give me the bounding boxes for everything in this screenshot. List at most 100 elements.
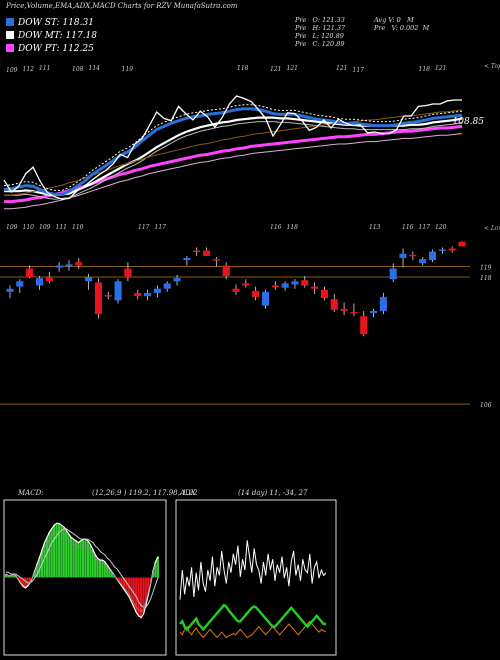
- bottom-tick-label: 117: [155, 224, 167, 231]
- top-tick-label: 117: [353, 67, 365, 74]
- macd-histogram-bar: [118, 577, 121, 583]
- macd-histogram-bar: [21, 577, 24, 587]
- macd-histogram-bar: [137, 577, 140, 616]
- macd-histogram-bar: [96, 558, 99, 578]
- bottom-tick-label: 118: [287, 224, 299, 231]
- macd-histogram-bar: [103, 561, 106, 578]
- macd-histogram-bar: [101, 560, 104, 578]
- candle-body: [202, 250, 211, 256]
- top-tick-label: 121: [435, 65, 446, 72]
- candle-body: [104, 295, 112, 297]
- macd-histogram-bar: [106, 565, 109, 578]
- ohlc-low: Pre L: 120.89: [295, 32, 344, 40]
- candle-body: [340, 308, 348, 311]
- macd-histogram-bar: [94, 554, 97, 578]
- candle-body: [85, 277, 93, 282]
- top-tick-label: 119: [122, 66, 134, 73]
- macd-histogram-bar: [38, 556, 41, 578]
- bottom-tick-label: 111: [56, 224, 67, 231]
- last-price-label: 108.85: [453, 117, 485, 127]
- macd-histogram-bar: [62, 526, 65, 578]
- adx-values: (14 day) 11, -34, 27: [238, 489, 308, 497]
- macd-histogram-bar: [28, 577, 32, 583]
- macd-histogram-bar: [147, 577, 150, 595]
- macd-histogram-bar: [45, 537, 48, 578]
- legend-label-st: DOW ST: 118.31: [18, 18, 94, 28]
- candle-body: [183, 258, 191, 261]
- adx-panel: ADX (14 day) 11, -34, 27: [175, 489, 337, 656]
- chart-header-title: Price,Volume,EMA,ADX,MACD Charts for RZV…: [6, 2, 238, 10]
- candle-body: [26, 268, 34, 278]
- macd-histogram-bar: [127, 577, 131, 597]
- macd-histogram-bar: [12, 574, 15, 578]
- candle-body: [379, 297, 387, 311]
- macd-histogram-bar: [65, 530, 68, 578]
- candle-body: [320, 289, 328, 299]
- candle-body: [134, 292, 142, 297]
- level-label: 106: [480, 402, 492, 409]
- macd-histogram-bar: [4, 574, 7, 578]
- candle-body: [212, 259, 220, 261]
- top-tick-label: 114: [89, 65, 101, 72]
- candle-body: [291, 281, 299, 285]
- macd-histogram-bar: [86, 540, 89, 578]
- macd-histogram-bar: [123, 577, 126, 590]
- candle-body: [144, 292, 152, 297]
- candle-body: [311, 286, 319, 289]
- candle-body: [370, 310, 378, 314]
- macd-histogram-bar: [57, 523, 61, 578]
- candle-body: [173, 278, 181, 282]
- candle-body: [281, 283, 289, 288]
- ema-dotted-line: [3, 104, 463, 191]
- macd-histogram-bar: [9, 575, 12, 578]
- candle-body: [419, 259, 427, 264]
- top-tick-label: 109: [6, 67, 18, 74]
- top-tick-label: 121: [287, 65, 298, 72]
- top-tick-label: 121: [336, 65, 347, 72]
- adx-line: [179, 603, 326, 632]
- candle-body: [75, 262, 83, 266]
- candle-body: [232, 288, 240, 292]
- macd-histogram-bar: [156, 556, 159, 578]
- top-tick-label: 118: [419, 66, 431, 73]
- candle-body: [330, 299, 338, 310]
- candle-body: [124, 268, 132, 278]
- legend-dow-mt: DOW MT: 117.18: [6, 31, 97, 41]
- candle-body: [114, 281, 122, 301]
- candle-body: [222, 265, 230, 276]
- bottom-tick-label: 109: [6, 224, 18, 231]
- bottom-tick-label: 109: [39, 224, 51, 231]
- legend-label-pt: DOW PT: 112.25: [18, 44, 94, 54]
- bottom-tick-label: 120: [435, 224, 447, 231]
- macd-histogram-bar: [89, 544, 92, 578]
- top-tick-label: 111: [39, 65, 50, 72]
- macd-values: (12,26,9 ) 119.2, 117.98, 1.22: [92, 489, 198, 497]
- candle-body: [458, 241, 466, 247]
- bottom-tick-label: 110: [23, 224, 35, 231]
- candle-body: [252, 290, 260, 298]
- macd-histogram-bar: [50, 528, 53, 578]
- legend-label-mt: DOW MT: 117.18: [18, 31, 97, 41]
- macd-signal-line: [6, 528, 159, 608]
- ohlc-open: Pre O: 121.33: [295, 16, 345, 24]
- macd-histogram-bar: [60, 525, 63, 578]
- macd-histogram-bar: [26, 577, 29, 587]
- macd-histogram-bar: [144, 577, 147, 606]
- ohlc-high: Pre H: 121.37: [295, 24, 346, 32]
- top-tick-label: 118: [237, 65, 249, 72]
- bottom-tick-label: 113: [369, 224, 381, 231]
- legend-dow-pt: DOW PT: 112.25: [6, 44, 94, 54]
- macd-histogram-bar: [139, 577, 143, 618]
- candle-body: [163, 283, 171, 289]
- candle-body: [399, 253, 407, 258]
- bottom-tick-label: 117: [138, 224, 150, 231]
- candle-body: [45, 277, 53, 282]
- prev-volume: Pre V: 0.002 M: [374, 24, 430, 32]
- bottom-tick-label: 110: [72, 224, 84, 231]
- candle-body: [350, 312, 358, 314]
- macd-histogram-bar: [48, 532, 51, 578]
- candle-body: [389, 268, 397, 280]
- ohlc-close: Pre C: 120.89: [295, 40, 345, 48]
- candle-body: [242, 283, 250, 286]
